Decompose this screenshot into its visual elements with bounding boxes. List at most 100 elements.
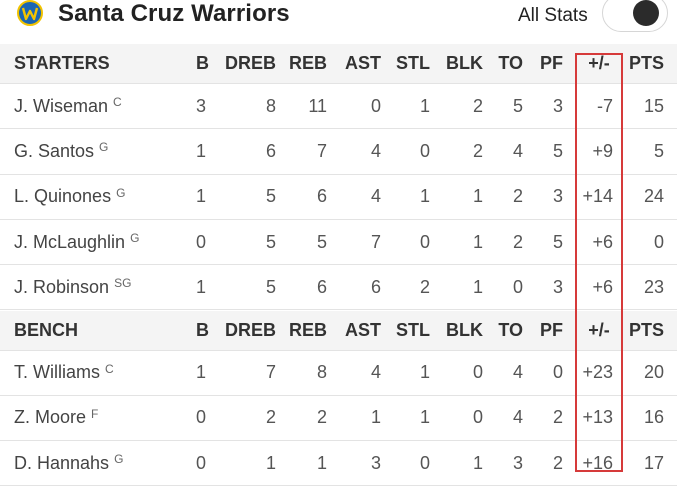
player-name-cell[interactable]: D. Hannahs G [14,441,123,485]
stat-cell: 5 [265,231,276,252]
stat-cell: 3 [196,95,207,116]
stat-cell: +23 [582,362,613,383]
player-name-cell[interactable]: L. Quinones G [14,175,125,219]
column-header[interactable]: B [196,319,209,340]
all-stats-toggle[interactable] [602,0,668,32]
stat-cell: 2 [512,231,523,252]
player-name: T. Williams [14,362,100,383]
column-header[interactable]: PF [539,53,563,73]
toggle-knob[interactable] [633,0,659,26]
stat-cell: 1 [196,276,207,297]
stat-cell: 0 [370,95,381,116]
player-name: J. Robinson [14,276,110,297]
stat-cell: 5 [552,140,563,161]
player-position: F [91,406,99,421]
column-header[interactable]: STL [396,53,430,73]
player-row[interactable]: T. Williams C 1 7 8 4 1 0 4 0 +23 20 [0,351,677,396]
player-row[interactable]: D. Hannahs G 0 1 1 3 0 1 3 2 +16 17 [0,441,677,486]
stat-cell: 6 [265,140,276,161]
player-name-cell[interactable]: J. McLaughlin G [14,220,139,264]
stat-cell: 2 [552,407,563,428]
stat-cell: 5 [316,231,327,252]
player-position: C [113,95,122,110]
stat-cell: 5 [512,95,523,116]
stat-cell: 8 [265,95,276,116]
stat-cell: 11 [308,95,327,116]
column-header[interactable]: REB [288,319,327,340]
player-row[interactable]: J. McLaughlin G 0 5 5 7 0 1 2 5 +6 0 [0,220,677,266]
player-position: G [116,185,126,200]
stat-cell: 1 [472,276,483,297]
stat-cell: 0 [419,231,430,252]
column-header[interactable]: AST [345,53,381,73]
column-header[interactable]: BLK [446,319,483,340]
stat-cell: 0 [472,362,483,383]
player-name-cell[interactable]: G. Santos G [14,129,108,173]
stat-cell: 2 [316,407,327,428]
stat-cell: 3 [552,276,563,297]
stat-cell: 4 [370,140,381,161]
stat-cell: 7 [265,362,276,383]
stat-cell: 3 [552,186,563,207]
player-name-cell[interactable]: Z. Moore F [14,396,98,440]
stat-cell: 3 [512,452,523,473]
stat-cell: 0 [196,452,207,473]
column-header[interactable]: +/- [588,53,610,73]
player-name-cell[interactable]: J. Robinson SG [14,265,131,309]
stat-cell: 20 [643,362,664,383]
column-header[interactable]: BLK [446,53,483,73]
player-position: G [114,452,124,467]
stat-cell: 6 [370,276,381,297]
stat-cell: -7 [596,95,613,116]
stat-cell: 1 [419,407,430,428]
stat-cell: 2 [512,186,523,207]
player-name-cell[interactable]: J. Wiseman C [14,84,122,128]
section-header-starters: STARTERS B DREB REB AST STL BLK TO PF +/- PTS [0,44,677,84]
player-name: Z. Moore [14,407,87,428]
column-header[interactable]: B [196,53,209,73]
column-header[interactable]: AST [345,319,381,340]
column-header[interactable]: TO [498,319,523,340]
column-header[interactable]: REB [288,53,327,73]
stat-cell: 2 [472,95,483,116]
column-header[interactable]: TO [498,53,523,73]
stat-cell: +6 [592,231,613,252]
player-row[interactable]: Z. Moore F 0 2 2 1 1 0 4 2 +13 16 [0,396,677,442]
stat-cell: 15 [643,95,664,116]
stat-cell: 0 [419,452,430,473]
player-row[interactable]: L. Quinones G 1 5 6 4 1 1 2 3 +14 24 [0,175,677,220]
stat-cell: 6 [316,186,327,207]
column-header[interactable]: DREB [224,53,276,73]
stat-cell: 0 [472,407,483,428]
stat-cell: 7 [370,231,381,252]
stat-cell: 1 [265,452,276,473]
player-position: G [99,140,109,155]
player-name: G. Santos [14,140,95,161]
section-title: STARTERS [14,53,110,73]
stat-cell: 0 [419,140,430,161]
stat-cell: 1 [196,186,207,207]
stat-cell: 0 [512,276,523,297]
player-row[interactable]: G. Santos G 1 6 7 4 0 2 4 5 +9 5 [0,129,677,175]
player-name-cell[interactable]: T. Williams C [14,351,114,395]
stat-cell: 2 [419,276,430,297]
stat-cell: 0 [653,231,664,252]
column-header[interactable]: PTS [628,319,664,340]
stat-cell: 3 [370,452,381,473]
column-header[interactable]: PTS [628,53,664,73]
stat-cell: +13 [582,407,613,428]
column-header[interactable]: DREB [224,319,276,340]
stat-cell: 2 [265,407,276,428]
column-header[interactable]: +/- [588,319,610,340]
stat-cell: 1 [472,231,483,252]
stat-cell: +9 [592,140,613,161]
stat-cell: 5 [265,276,276,297]
stat-cell: 0 [196,407,207,428]
stat-cell: 6 [316,276,327,297]
player-row[interactable]: J. Robinson SG 1 5 6 6 2 1 0 3 +6 23 [0,265,677,311]
stat-cell: 4 [370,362,381,383]
column-header[interactable]: STL [396,319,430,340]
stat-cell: +6 [592,276,613,297]
player-row[interactable]: J. Wiseman C 3 8 11 0 1 2 5 3 -7 15 [0,84,677,130]
column-header[interactable]: PF [539,319,563,340]
